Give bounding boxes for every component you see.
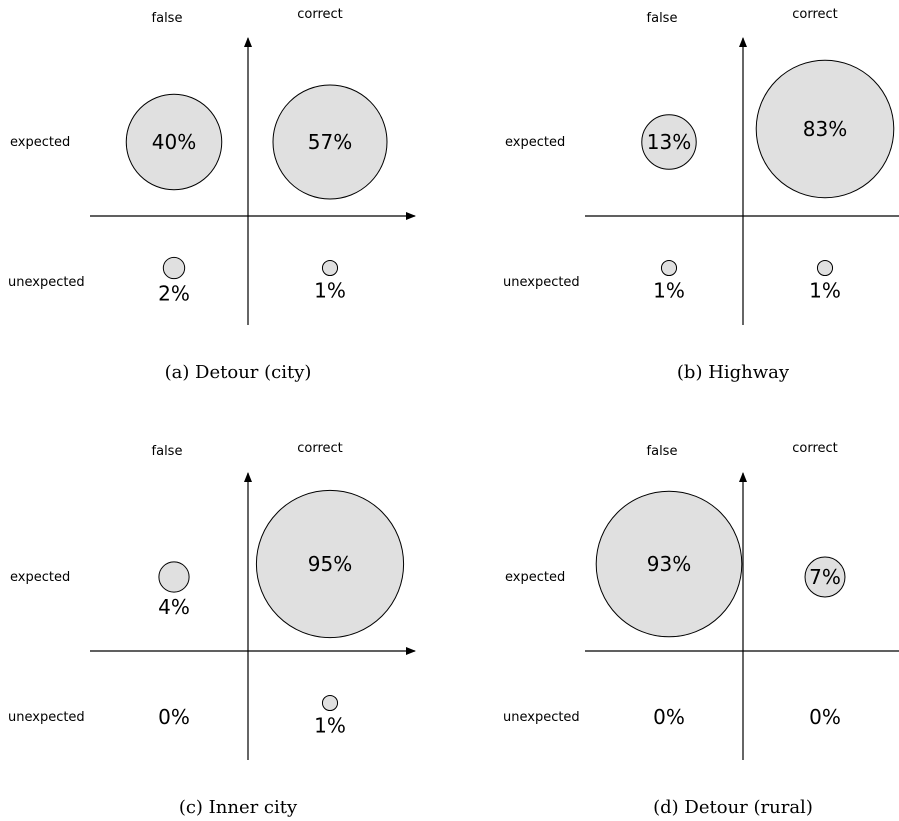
column-label-correct: correct [792,7,838,22]
bubble-panel-0: false correct expected unexpected 40% 57% 2% 1%… [8,7,416,383]
value-label-unexpected-correct: 0% [809,705,841,729]
value-label-unexpected-false: 2% [158,282,190,306]
bubble-unexpected-false [660,259,678,277]
value-label-unexpected-false: 0% [158,705,190,729]
value-label-expected-correct: 57% [308,130,352,154]
row-label-unexpected: unexpected [8,710,85,725]
value-label-expected-false: 4% [158,595,190,619]
panel-caption: (d) Detour (rural) [653,797,813,818]
value-label-unexpected-false: 0% [653,705,685,729]
bubble-expected-false [641,114,697,170]
row-label-unexpected: unexpected [503,710,580,725]
value-label-unexpected-correct: 1% [314,714,346,738]
column-label-false: false [152,444,183,459]
value-label-unexpected-correct: 1% [314,279,346,303]
bubble-expected-correct [272,84,388,200]
bubble-panel-1: false correct expected unexpected 13% 83% 1% 1%… [503,7,899,383]
column-label-false: false [647,11,678,26]
row-label-expected: expected [10,570,70,585]
column-label-false: false [152,11,183,26]
bubble-expected-correct [255,489,405,639]
bubble-unexpected-false [162,256,186,280]
row-label-expected: expected [10,135,70,150]
bubble-unexpected-correct [321,694,339,712]
value-label-unexpected-false: 1% [653,279,685,303]
panel-caption: (b) Highway [677,362,790,383]
bubble-expected-correct [755,59,895,199]
value-label-expected-false: 13% [647,130,691,154]
column-label-false: false [647,444,678,459]
column-label-correct: correct [792,441,838,456]
row-label-expected: expected [505,570,565,585]
bubble-expected-false [595,490,743,638]
bubble-expected-false [125,93,223,191]
bubble-unexpected-correct [816,259,834,277]
column-label-correct: correct [297,441,343,456]
bubble-expected-false [158,561,190,593]
row-label-unexpected: unexpected [8,275,85,290]
value-label-expected-correct: 7% [809,565,841,589]
panel-caption: (c) Inner city [179,797,298,818]
row-label-unexpected: unexpected [503,275,580,290]
bubble-unexpected-correct [321,259,339,277]
bubble-panel-2: false correct expected unexpected 4% 95% 0% 1% (… [8,441,416,818]
value-label-expected-false: 93% [647,552,691,576]
bubble-expected-correct [804,556,846,598]
bubble-panel-3: false correct expected unexpected 93% 7% 0% 0% (… [503,441,899,818]
value-label-unexpected-correct: 1% [809,279,841,303]
panel-caption: (a) Detour (city) [165,362,312,383]
value-label-expected-false: 40% [152,130,196,154]
column-label-correct: correct [297,7,343,22]
value-label-expected-correct: 83% [803,117,847,141]
row-label-expected: expected [505,135,565,150]
value-label-expected-correct: 95% [308,552,352,576]
